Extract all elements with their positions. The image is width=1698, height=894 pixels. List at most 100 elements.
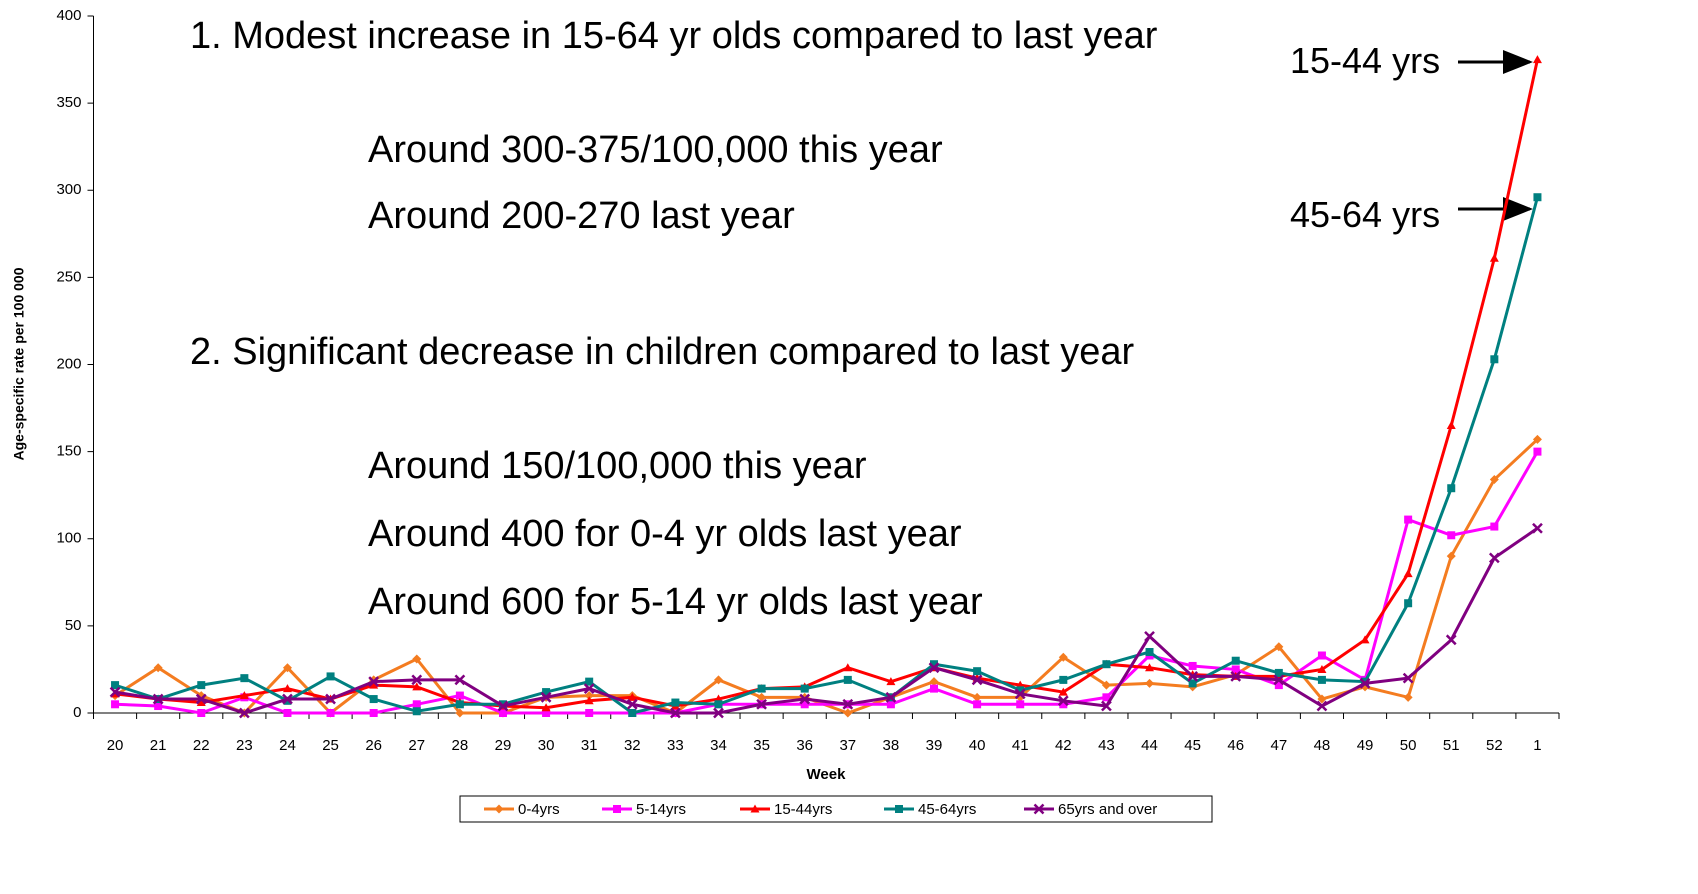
point: [973, 700, 982, 709]
y-tick-label: 100: [56, 530, 81, 547]
x-tick-label: 23: [236, 737, 253, 754]
point: [585, 709, 594, 717]
x-tick-label: 27: [408, 737, 425, 754]
point: [1532, 434, 1542, 444]
point: [1145, 648, 1154, 657]
point: [1059, 700, 1068, 709]
x-tick-label: 28: [452, 737, 469, 754]
point: [282, 663, 292, 673]
x-tick-label: 41: [1012, 737, 1029, 754]
point: [670, 707, 681, 719]
y-tick-label: 250: [56, 268, 81, 285]
y-tick-label: 350: [56, 94, 81, 111]
point: [283, 709, 292, 717]
point: [1445, 634, 1457, 646]
annotation: Around 200-270 last year: [368, 195, 795, 237]
point: [843, 663, 853, 672]
point: [1447, 531, 1456, 540]
legend-label: 0-4yrs: [518, 801, 560, 818]
point: [800, 684, 809, 693]
series-line: [114, 450, 1539, 715]
point: [238, 707, 250, 719]
annotation: Around 150/100,000 this year: [368, 445, 867, 487]
point: [1145, 663, 1155, 672]
point: [239, 691, 249, 700]
x-tick-label: 22: [193, 737, 210, 754]
point: [1489, 475, 1499, 485]
point: [195, 693, 207, 705]
point: [1274, 681, 1283, 690]
point: [1014, 688, 1026, 700]
point: [497, 700, 509, 712]
x-tick-label: 31: [581, 737, 598, 754]
point: [928, 662, 940, 674]
point: [1317, 675, 1326, 684]
point: [325, 693, 336, 705]
point: [585, 677, 594, 686]
x-tick-label: 29: [495, 737, 512, 754]
point: [1403, 569, 1413, 578]
x-tick-label: 24: [279, 737, 296, 754]
x-tick-label: 51: [1443, 737, 1460, 754]
point: [671, 698, 680, 707]
x-tick-label: 30: [538, 737, 555, 754]
point: [757, 692, 767, 702]
point: [454, 674, 466, 686]
point: [1447, 484, 1456, 493]
y-tick-label: 150: [56, 443, 81, 460]
point: [930, 684, 939, 693]
point: [498, 709, 507, 717]
series-line: [114, 527, 1539, 715]
point: [412, 707, 421, 716]
point: [1274, 668, 1283, 677]
x-tick-label: 40: [969, 737, 986, 754]
point: [1490, 355, 1499, 364]
annotation: Around 300-375/100,000 this year: [368, 129, 943, 171]
point: [1402, 672, 1414, 684]
point: [1188, 661, 1197, 670]
point: [972, 692, 982, 702]
point: [411, 674, 423, 686]
point: [326, 709, 335, 717]
point: [1532, 55, 1542, 64]
point: [973, 667, 982, 676]
annotation: Around 600 for 5-14 yr olds last year: [368, 581, 983, 623]
point: [1144, 630, 1155, 642]
point: [750, 804, 760, 813]
x-tick-label: 44: [1141, 737, 1158, 754]
legend-label: 5-14yrs: [636, 801, 686, 818]
point: [626, 698, 638, 710]
legend-label: 45-64yrs: [918, 801, 976, 818]
point: [842, 698, 854, 710]
point: [412, 700, 421, 709]
point: [1533, 447, 1542, 456]
y-tick-label: 300: [56, 181, 81, 198]
legend-box: [459, 795, 1213, 823]
annotation: 45-64 yrs: [1290, 194, 1441, 235]
point: [1016, 700, 1025, 709]
x-tick-label: 48: [1314, 737, 1331, 754]
point: [1230, 671, 1242, 682]
x-tick-label: 34: [710, 737, 727, 754]
point: [713, 675, 723, 685]
x-tick-label: 21: [150, 737, 167, 754]
x-tick-label: 43: [1098, 737, 1115, 754]
point: [282, 684, 292, 693]
y-axis-label: Age-specific rate per 100 000: [11, 267, 27, 460]
point: [326, 672, 335, 681]
point: [1016, 686, 1025, 695]
point: [1490, 522, 1499, 531]
point: [756, 698, 767, 710]
x-tick-label: 25: [322, 737, 339, 754]
point: [1033, 803, 1045, 815]
point: [627, 692, 637, 701]
point: [1532, 522, 1543, 534]
point: [542, 709, 551, 717]
x-tick-label: 1: [1533, 737, 1541, 754]
x-axis-label: Week: [807, 766, 847, 783]
point: [412, 654, 422, 664]
y-tick-label: 200: [56, 355, 81, 372]
point: [109, 686, 121, 698]
point: [714, 700, 723, 709]
point: [1231, 665, 1240, 674]
